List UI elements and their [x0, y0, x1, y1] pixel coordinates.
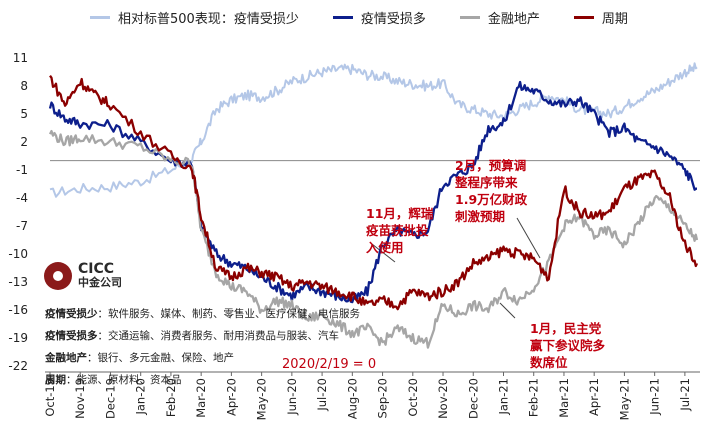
legend-swatch: [332, 16, 353, 19]
annotation-line: 数席位: [530, 355, 568, 370]
y-tick-label: -13: [8, 275, 28, 289]
annotation-line: 11月，辉瑞: [366, 206, 434, 221]
series-line-0: [49, 62, 698, 198]
legend-label: 周期: [601, 12, 628, 27]
x-tick-label: Nov-19: [73, 378, 87, 419]
y-tick-label: 5: [20, 107, 28, 121]
annotation-arrow: [516, 217, 541, 259]
note-row: 金融地产：银行、多元金融、保险、地产: [45, 352, 234, 364]
x-tick-label: Sep-20: [376, 378, 390, 418]
x-tick-label: Jan-21: [496, 378, 510, 416]
annotation-line: 1月，民主党: [530, 321, 602, 336]
y-tick-label: -16: [8, 303, 28, 317]
annotation-line: 疫苗获批投: [366, 223, 429, 238]
x-tick-label: Feb-21: [527, 378, 541, 417]
logo-brand: CICC: [78, 261, 115, 277]
note-row: 周期：能源、原材料、资本品: [45, 374, 182, 386]
annotation-senate-majority: 1月，民主党 赢下参议院多 数席位: [530, 320, 605, 371]
annotation-pfizer-vaccine: 11月，辉瑞 疫苗获批投入使用: [366, 205, 433, 256]
annotation-line: 刺激预期: [455, 209, 506, 224]
x-tick-label: Apr-21: [587, 378, 601, 416]
annotation-budget-stimulus: 2月，预算调 整程序带来 1.9万亿财政 刺激预期: [455, 157, 527, 225]
x-tick-label: Jul-21: [678, 378, 692, 412]
x-tick-label: Mar-20: [194, 378, 208, 418]
x-tick-label: Jan-20: [134, 378, 148, 416]
legend-item-cyclical: 周期: [573, 8, 628, 27]
legend-label: 疫情受损多: [360, 12, 426, 27]
note-row: 疫情受损少：软件服务、媒体、制药、零售业、医疗保健、电信服务: [45, 308, 360, 320]
x-axis: Oct-19 Nov-19 Dec-19 Jan-20 Feb-20 Mar-20 Apr-…: [43, 371, 700, 420]
legend-item-less-affected: 相对标普500表现：疫情受损少: [90, 8, 299, 27]
x-tick-label: Jun-21: [648, 378, 662, 416]
x-tick-label: Dec-20: [466, 378, 480, 419]
cicc-logo: CICC 中金公司: [44, 262, 122, 290]
baseline-note: 2020/2/19 = 0: [282, 357, 377, 372]
legend-swatch: [90, 16, 110, 19]
series-line-3: [49, 75, 699, 311]
x-tick-label: May-21: [617, 378, 631, 420]
x-tick-label: Feb-20: [164, 378, 178, 417]
y-tick-label: -7: [16, 219, 28, 233]
x-tick-label: Apr-20: [224, 378, 238, 416]
x-tick-label: Oct-20: [406, 378, 420, 417]
annotation-line: 整程序带来: [455, 175, 518, 190]
legend-item-more-affected: 疫情受损多: [332, 8, 426, 27]
x-tick-label: Jul-20: [315, 378, 329, 412]
annotation-arrow: [499, 302, 516, 319]
legend: 相对标普500表现：疫情受损少 疫情受损多 金融地产 周期: [90, 8, 628, 27]
y-tick-label: 8: [20, 79, 28, 93]
sector-notes: 疫情受损少：软件服务、媒体、制药、零售业、医疗保健、电信服务 疫情受损多：交通运…: [45, 303, 360, 391]
y-tick-label: -19: [8, 331, 28, 345]
logo-name: 中金公司: [78, 276, 122, 289]
annotation-arrow: [371, 243, 396, 263]
y-tick-label: -4: [16, 191, 28, 205]
legend-label: 相对标普500表现：疫情受损少: [118, 12, 299, 27]
y-tick-label: 11: [13, 51, 28, 65]
series-lines: [48, 62, 699, 349]
x-tick-label: Dec-19: [103, 378, 117, 419]
legend-swatch: [459, 16, 480, 19]
legend-swatch: [573, 16, 594, 19]
legend-label: 金融地产: [487, 12, 540, 27]
series-line-1: [48, 80, 697, 304]
y-tick-label: 2: [20, 135, 28, 149]
annotation-line: 入使用: [366, 240, 404, 255]
annotation-line: 赢下参议院多: [530, 338, 606, 353]
x-tick-label: Jun-20: [285, 378, 299, 416]
x-tick-label: Aug-20: [345, 378, 359, 419]
y-tick-label: -22: [8, 359, 28, 373]
note-row: 疫情受损多：交通运输、消费者服务、耐用消费品与服装、汽车: [45, 330, 339, 342]
annotation-line: 1.9万亿财政: [455, 192, 528, 207]
x-tick-label: Oct-19: [43, 378, 57, 417]
y-tick-label: -1: [16, 163, 28, 177]
x-tick-label: May-20: [255, 378, 269, 420]
annotation-line: 2月，预算调: [455, 158, 527, 173]
y-axis: 11 8 5 2 -1 -4 -7 -10 -13 -16 -19 -22: [8, 51, 700, 373]
legend-item-financial-realestate: 金融地产: [459, 8, 540, 27]
cicc-logo-icon: [44, 262, 72, 290]
x-tick-label: Nov-20: [436, 378, 450, 419]
x-tick-label: Mar-21: [557, 378, 571, 418]
y-tick-label: -10: [8, 247, 28, 261]
